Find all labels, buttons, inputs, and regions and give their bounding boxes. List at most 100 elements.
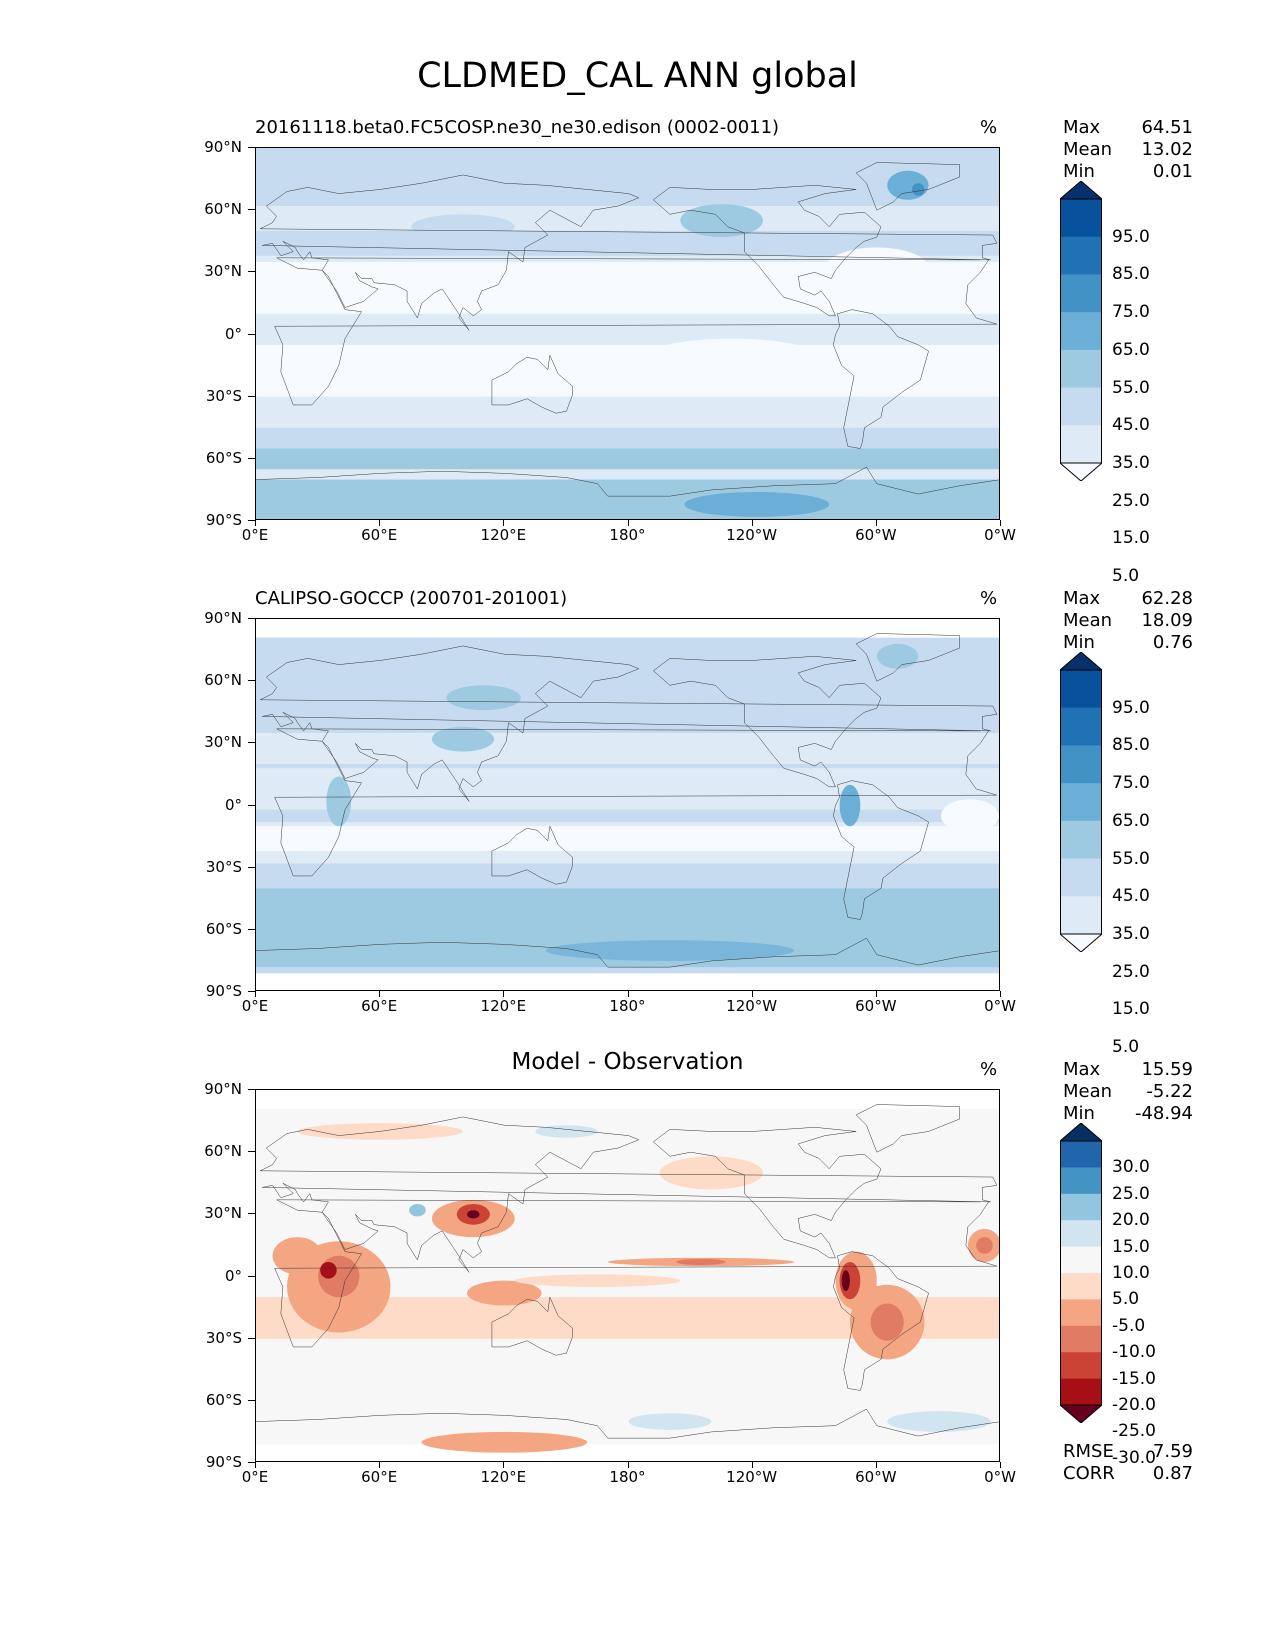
y-tick-mark <box>248 1275 255 1277</box>
colorbar-tick-label: 5.0 <box>1112 1289 1140 1310</box>
x-tick-label: 0°W <box>984 1468 1016 1486</box>
y-tick-mark <box>248 742 255 744</box>
y-tick-label: 30°N <box>204 262 242 281</box>
x-tick-label: 0°W <box>984 997 1016 1015</box>
field-blob <box>976 1237 993 1254</box>
y-tick-label: 0° <box>224 1266 242 1285</box>
colorbar-extend-min <box>1060 933 1102 952</box>
field-blob <box>514 1274 681 1287</box>
colorbar-segment <box>1060 1246 1102 1274</box>
colorbar <box>1060 1123 1102 1423</box>
y-tick-mark <box>248 457 255 459</box>
coastline <box>492 826 573 884</box>
y-tick-label: 90°N <box>204 138 242 156</box>
colorbar-segment <box>1060 236 1102 275</box>
colorbar-tick-label: 45.0 <box>1112 886 1150 907</box>
y-tick-mark <box>248 1089 255 1090</box>
stat-max: Max 64.51 <box>1063 117 1193 138</box>
y-tick-mark <box>248 866 255 868</box>
colorbar-tick-label: 15.0 <box>1112 1236 1150 1257</box>
colorbar-tick-label: 45.0 <box>1112 415 1150 436</box>
x-tick-label: 120°E <box>480 997 527 1015</box>
coastline <box>260 646 997 801</box>
y-tick-label: 90°N <box>204 609 242 627</box>
x-tick-mark <box>751 520 753 526</box>
y-tick-mark <box>248 680 255 682</box>
colorbar-segment <box>1060 707 1102 746</box>
x-tick-mark <box>1000 991 1001 997</box>
x-tick-label: 180° <box>609 997 646 1015</box>
coastline <box>256 938 1000 967</box>
map-difference <box>255 1089 1000 1462</box>
field-blob <box>841 1270 850 1292</box>
y-tick-mark <box>248 928 255 930</box>
field-band <box>256 206 999 231</box>
y-tick-label: 60°S <box>205 1390 242 1409</box>
y-tick-label: 60°N <box>204 200 242 219</box>
coastline <box>856 634 959 682</box>
panel-model: 20161118.beta0.FC5COSP.ne30_ne30.edison … <box>0 117 1275 586</box>
stat-min: Min -48.94 <box>1063 1103 1193 1124</box>
field-blob <box>649 338 815 372</box>
field-blob <box>870 1303 904 1341</box>
map-model <box>255 147 1000 520</box>
colorbar-extend-max <box>1060 652 1102 671</box>
y-tick-mark <box>248 1399 255 1401</box>
x-tick-label: 0°W <box>984 526 1016 544</box>
x-tick-mark <box>751 1462 753 1468</box>
colorbar <box>1060 652 1102 952</box>
coastline <box>275 1200 997 1347</box>
field-band <box>256 448 999 470</box>
colorbar-tick-label: 85.0 <box>1112 735 1150 756</box>
coastline <box>260 175 997 330</box>
colorbar-segment <box>1060 1325 1102 1353</box>
y-tick-label: 30°S <box>205 386 242 405</box>
colorbar-tick-label: 35.0 <box>1112 453 1150 473</box>
coastline <box>653 185 881 316</box>
coastline <box>833 781 928 920</box>
x-tick-mark <box>503 991 505 997</box>
colorbar-tick-label: 75.0 <box>1112 302 1150 323</box>
field-band <box>256 826 999 852</box>
field-blob <box>431 726 494 752</box>
field-blob <box>535 1125 598 1138</box>
field-blob <box>676 1258 726 1266</box>
y-tick-label: 90°N <box>204 1080 242 1098</box>
colorbar-tick-label: 35.0 <box>1112 924 1150 944</box>
field-blob <box>272 1237 323 1275</box>
stat-min: Min 0.01 <box>1063 161 1193 182</box>
x-tick-label: 60°E <box>361 997 398 1015</box>
field-blob <box>839 784 861 827</box>
colorbar-tick-label: 25.0 <box>1112 1183 1150 1204</box>
field-blob <box>545 940 795 961</box>
colorbar-tick-label: 15.0 <box>1112 999 1150 1020</box>
field-blob <box>320 1261 337 1279</box>
y-tick-mark <box>248 1213 255 1215</box>
colorbar-tick-label: -30.0 <box>1112 1447 1156 1468</box>
y-tick-label: 0° <box>224 324 242 343</box>
colorbar-tick-label: 85.0 <box>1112 264 1150 285</box>
colorbar-tick-label: 75.0 <box>1112 773 1150 794</box>
coastline <box>275 729 997 876</box>
field-blob <box>326 776 352 827</box>
field-blob <box>940 799 999 833</box>
x-tick-label: 120°W <box>726 1468 778 1486</box>
coastline <box>256 1409 1000 1438</box>
x-tick-mark <box>255 520 256 526</box>
y-tick-mark <box>248 618 255 619</box>
x-tick-label: 120°E <box>480 1468 527 1486</box>
x-tick-mark <box>503 520 505 526</box>
colorbar-segment <box>1060 1378 1102 1406</box>
y-tick-mark <box>248 1151 255 1153</box>
field-band <box>256 479 999 519</box>
stat-max: Max 62.28 <box>1063 588 1193 609</box>
field-blob <box>411 214 515 240</box>
stat-rmse: RMSE 7.59 <box>1063 1441 1193 1462</box>
field-blob <box>446 685 521 711</box>
colorbar-segment <box>1060 1141 1102 1168</box>
figure-title: CLDMED_CAL ANN global <box>417 56 858 96</box>
field-band <box>256 148 999 207</box>
y-tick-mark <box>248 271 255 273</box>
field-blob <box>912 183 925 196</box>
y-tick-label: 60°S <box>205 919 242 938</box>
